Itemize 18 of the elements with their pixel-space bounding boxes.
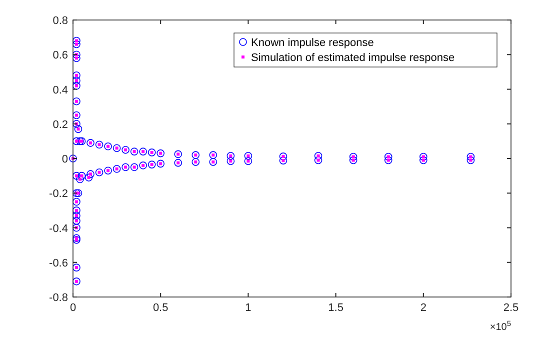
x-tick-label: 2 xyxy=(420,302,426,314)
x-tick-label: 1 xyxy=(245,302,252,314)
text: ×10$^{5}$ xyxy=(490,318,511,333)
y-tick-label: 0 xyxy=(62,154,68,166)
y-tick-label: -0.4 xyxy=(49,222,68,235)
y-tick-label: 0.8 xyxy=(52,15,68,27)
y-tick-label: 0.6 xyxy=(52,50,68,62)
legend-label: Simulation of estimated impulse response xyxy=(251,52,455,64)
y-tick-label: 0.4 xyxy=(52,84,68,96)
x-tick-label: 2.5 xyxy=(503,302,519,314)
y-tick-label: -0.8 xyxy=(49,292,68,304)
y-tick-label: -0.2 xyxy=(49,188,68,200)
legend-label: Known impulse response xyxy=(251,37,374,49)
y-tick-label: -0.6 xyxy=(49,257,68,270)
x-tick-label: 0.5 xyxy=(152,302,168,314)
x-tick-label: 0 xyxy=(70,302,76,314)
x-tick-label: 1.5 xyxy=(328,302,344,314)
y-tick-label: 0.2 xyxy=(52,118,68,131)
